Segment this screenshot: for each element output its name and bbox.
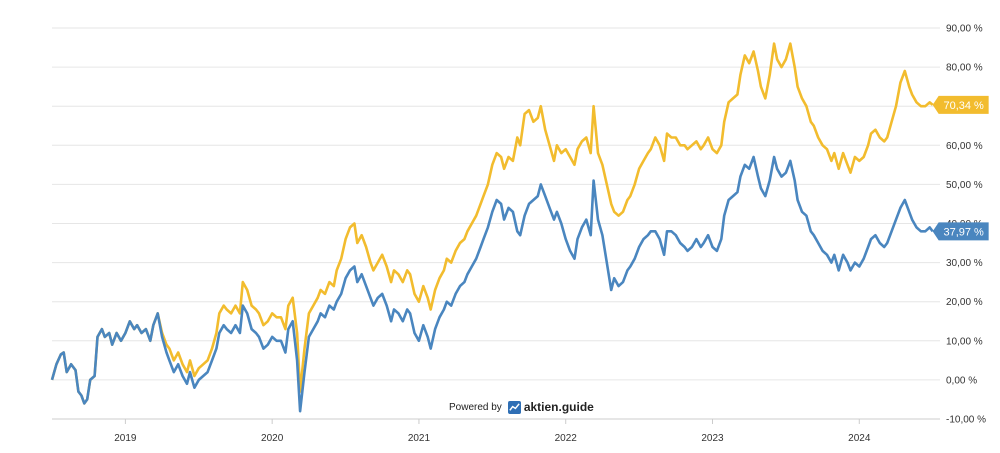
end-label-2: 37,97 % bbox=[932, 222, 989, 241]
y-tick-label: 0,00 % bbox=[946, 375, 977, 386]
x-tick-label: 2022 bbox=[555, 433, 578, 444]
powered-by-credit[interactable]: Powered by aktien.guide bbox=[449, 396, 594, 418]
y-tick-label: 80,00 % bbox=[946, 63, 983, 74]
powered-by-label: Powered by bbox=[449, 401, 502, 413]
y-tick-label: 10,00 % bbox=[946, 336, 983, 347]
end-label-1: 70,34 % bbox=[932, 95, 989, 114]
x-tick-label: 2019 bbox=[114, 433, 137, 444]
x-tick-label: 2020 bbox=[261, 433, 284, 444]
x-tick-label: 2023 bbox=[701, 433, 724, 444]
grid-lines bbox=[52, 27, 940, 420]
y-tick-label: 90,00 % bbox=[946, 24, 983, 35]
y-tick-label: 30,00 % bbox=[946, 258, 983, 269]
x-tick-label: 2024 bbox=[848, 433, 871, 444]
x-tick-label: 2021 bbox=[408, 433, 431, 444]
y-tick-label: 60,00 % bbox=[946, 141, 983, 152]
y-tick-label: 50,00 % bbox=[946, 180, 983, 191]
x-axis: 2019 2020 2021 2022 2023 2024 bbox=[114, 419, 871, 444]
series-lines bbox=[50, 42, 934, 413]
series-line-1 bbox=[50, 42, 934, 405]
end-label-text: 70,34 % bbox=[943, 100, 984, 112]
aktien-guide-brand: aktien.guide bbox=[523, 400, 594, 414]
series-line-2 bbox=[50, 155, 934, 413]
y-tick-label: 20,00 % bbox=[946, 297, 983, 308]
end-label-text: 37,97 % bbox=[943, 226, 984, 238]
series-end-labels: 70,34 % 37,97 % bbox=[932, 95, 989, 241]
aktien-guide-logo-icon bbox=[507, 400, 521, 414]
y-tick-label: -10,00 % bbox=[946, 415, 986, 426]
